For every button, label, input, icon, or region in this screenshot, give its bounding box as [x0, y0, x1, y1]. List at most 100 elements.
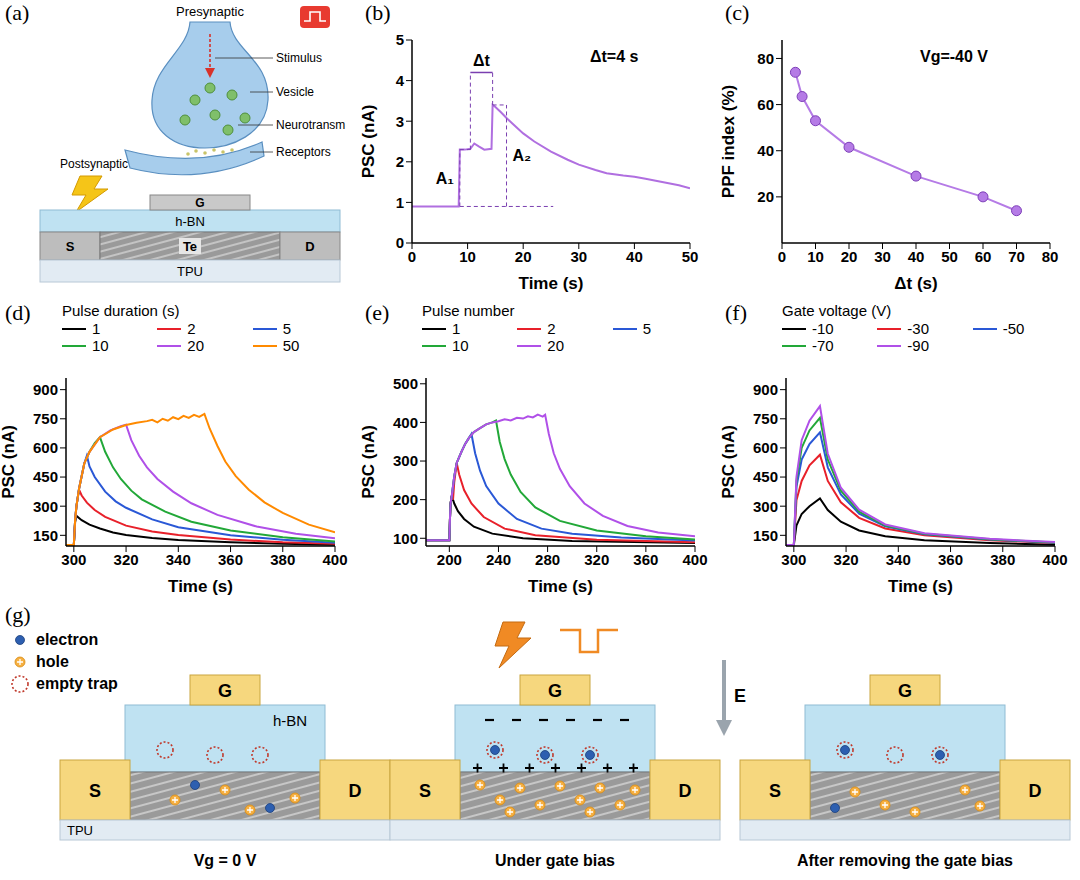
svg-text:Vg = 0 V: Vg = 0 V — [194, 852, 257, 869]
svg-text:20: 20 — [757, 188, 774, 205]
svg-text:Time (s): Time (s) — [888, 577, 953, 596]
svg-text:PSC (nA): PSC (nA) — [720, 425, 738, 499]
svg-text:600: 600 — [33, 439, 58, 456]
svg-text:100: 100 — [393, 530, 418, 547]
svg-text:Δt (s): Δt (s) — [894, 274, 937, 293]
svg-text:h-BN: h-BN — [175, 214, 205, 229]
svg-text:240: 240 — [486, 551, 511, 568]
svg-text:E: E — [734, 686, 746, 706]
svg-text:450: 450 — [753, 468, 778, 485]
svg-text:30: 30 — [874, 248, 891, 265]
svg-text:200: 200 — [393, 491, 418, 508]
svg-text:0: 0 — [408, 248, 416, 265]
svg-text:TPU: TPU — [67, 823, 93, 838]
svg-text:400: 400 — [322, 551, 347, 568]
svg-text:2: 2 — [396, 153, 404, 170]
svg-text:150: 150 — [753, 527, 778, 544]
svg-text:Time (s): Time (s) — [528, 577, 593, 596]
svg-text:200: 200 — [437, 551, 462, 568]
svg-text:Vesicle: Vesicle — [276, 85, 314, 99]
svg-text:40: 40 — [757, 142, 774, 159]
svg-text:PSC (nA): PSC (nA) — [0, 425, 18, 499]
svg-text:1: 1 — [396, 194, 404, 211]
svg-text:40: 40 — [908, 248, 925, 265]
svg-text:320: 320 — [114, 551, 139, 568]
svg-text:G: G — [898, 681, 912, 701]
svg-text:PPF index (%): PPF index (%) — [720, 85, 738, 198]
svg-text:S: S — [419, 781, 431, 801]
svg-text:Time (s): Time (s) — [168, 577, 233, 596]
svg-text:300: 300 — [33, 498, 58, 515]
svg-text:After removing the gate bias: After removing the gate bias — [797, 852, 1013, 869]
svg-text:60: 60 — [757, 96, 774, 113]
svg-text:Time (s): Time (s) — [519, 274, 584, 293]
svg-text:G: G — [195, 196, 204, 210]
svg-text:D: D — [349, 781, 362, 801]
svg-text:400: 400 — [1042, 551, 1067, 568]
svg-text:20: 20 — [841, 248, 858, 265]
svg-text:80: 80 — [757, 50, 774, 67]
svg-text:70: 70 — [1008, 248, 1025, 265]
svg-text:300: 300 — [781, 551, 806, 568]
svg-text:Receptors: Receptors — [276, 145, 331, 159]
svg-text:10: 10 — [807, 248, 824, 265]
svg-text:80: 80 — [1042, 248, 1059, 265]
svg-text:380: 380 — [270, 551, 295, 568]
svg-text:280: 280 — [535, 551, 560, 568]
svg-text:Stimulus: Stimulus — [276, 51, 322, 65]
svg-text:Neurotransm: Neurotransm — [276, 118, 345, 132]
svg-text:300: 300 — [61, 551, 86, 568]
svg-text:360: 360 — [633, 551, 658, 568]
svg-text:750: 750 — [33, 410, 58, 427]
svg-text:50: 50 — [682, 248, 699, 265]
svg-text:3: 3 — [396, 113, 404, 130]
svg-text:900: 900 — [753, 381, 778, 398]
svg-text:340: 340 — [166, 551, 191, 568]
svg-text:Under gate bias: Under gate bias — [495, 852, 615, 869]
svg-text:450: 450 — [33, 468, 58, 485]
svg-text:S: S — [769, 781, 781, 801]
svg-text:D: D — [305, 239, 314, 254]
svg-text:G: G — [218, 681, 232, 701]
svg-text:300: 300 — [393, 452, 418, 469]
svg-text:400: 400 — [682, 551, 707, 568]
svg-text:360: 360 — [938, 551, 963, 568]
svg-text:A₂: A₂ — [513, 147, 532, 164]
svg-text:A₁: A₁ — [436, 170, 455, 187]
svg-text:380: 380 — [990, 551, 1015, 568]
svg-text:Te: Te — [183, 239, 197, 254]
svg-text:empty trap: empty trap — [36, 675, 118, 692]
svg-text:G: G — [548, 681, 562, 701]
svg-text:20: 20 — [515, 248, 532, 265]
svg-text:hole: hole — [36, 653, 69, 670]
svg-text:40: 40 — [626, 248, 643, 265]
svg-text:TPU: TPU — [177, 264, 203, 279]
svg-text:0: 0 — [396, 234, 404, 251]
svg-text:electron: electron — [36, 631, 98, 648]
svg-text:320: 320 — [834, 551, 859, 568]
svg-text:320: 320 — [584, 551, 609, 568]
svg-text:750: 750 — [753, 410, 778, 427]
svg-text:D: D — [679, 781, 692, 801]
svg-text:S: S — [66, 239, 75, 254]
svg-text:h-BN: h-BN — [273, 712, 307, 729]
svg-text:D: D — [1029, 781, 1042, 801]
svg-text:Presynaptic: Presynaptic — [176, 4, 244, 19]
svg-text:300: 300 — [753, 498, 778, 515]
svg-text:600: 600 — [753, 439, 778, 456]
svg-text:Δt: Δt — [473, 52, 491, 69]
svg-text:360: 360 — [218, 551, 243, 568]
svg-text:150: 150 — [33, 527, 58, 544]
svg-text:340: 340 — [886, 551, 911, 568]
svg-text:30: 30 — [570, 248, 587, 265]
svg-text:(g): (g) — [5, 602, 31, 627]
svg-text:10: 10 — [459, 248, 476, 265]
svg-text:4: 4 — [396, 72, 405, 89]
svg-text:900: 900 — [33, 381, 58, 398]
svg-text:0: 0 — [778, 248, 786, 265]
svg-text:60: 60 — [975, 248, 992, 265]
svg-text:PSC (nA): PSC (nA) — [360, 105, 378, 179]
svg-text:400: 400 — [393, 414, 418, 431]
svg-text:500: 500 — [393, 375, 418, 392]
svg-text:50: 50 — [941, 248, 958, 265]
